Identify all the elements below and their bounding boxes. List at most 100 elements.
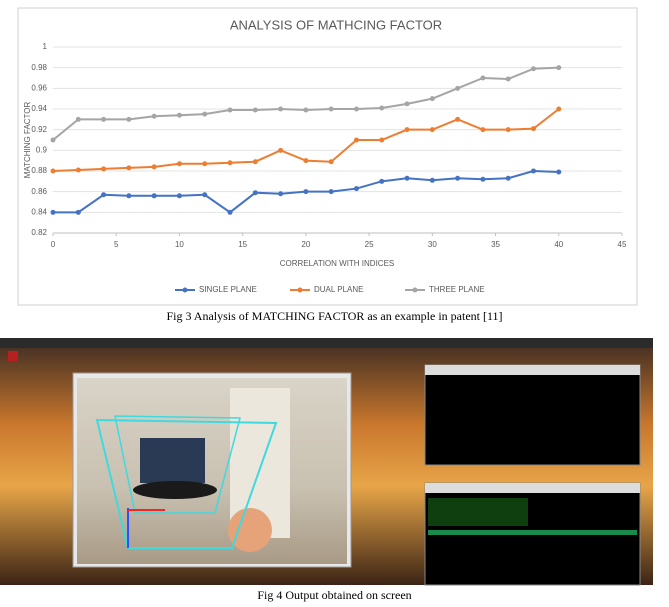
point xyxy=(353,106,359,112)
point xyxy=(252,159,258,165)
figure-caption: Fig 3 Analysis of MATCHING FACTOR as an … xyxy=(166,309,503,323)
bounding-box xyxy=(95,418,278,549)
y-tick-label: 1 xyxy=(43,42,48,51)
point xyxy=(455,116,461,122)
chart-title: ANALYSIS OF MATHCING FACTOR xyxy=(230,17,442,32)
point xyxy=(455,175,461,181)
point xyxy=(556,169,562,175)
point xyxy=(151,113,157,119)
y-tick-label: 0.98 xyxy=(31,63,47,72)
x-tick-label: 45 xyxy=(618,240,627,249)
y-tick-label: 0.94 xyxy=(31,104,47,113)
point xyxy=(505,127,511,133)
point xyxy=(429,177,435,183)
point xyxy=(278,147,284,153)
point xyxy=(126,116,132,122)
toy xyxy=(228,508,272,552)
point xyxy=(556,65,562,71)
point xyxy=(101,116,107,122)
point xyxy=(202,161,208,167)
point xyxy=(379,178,385,184)
point xyxy=(303,107,309,113)
y-tick-label: 0.88 xyxy=(31,166,47,175)
point xyxy=(429,96,435,102)
point xyxy=(353,186,359,192)
legend-label: THREE PLANE xyxy=(429,285,485,294)
point xyxy=(227,160,233,166)
point xyxy=(202,111,208,117)
point xyxy=(530,126,536,132)
point xyxy=(328,106,334,112)
chart: ANALYSIS OF MATHCING FACTOR CORRELATION … xyxy=(17,7,638,306)
htop-header xyxy=(428,530,637,535)
point xyxy=(101,192,107,198)
point xyxy=(227,209,233,215)
htop-bars xyxy=(428,498,528,526)
legend-marker xyxy=(182,287,188,293)
y-axis-label: MATCHING FACTOR xyxy=(23,101,32,178)
point xyxy=(353,137,359,143)
point xyxy=(404,127,410,133)
point xyxy=(379,105,385,111)
x-tick-label: 30 xyxy=(428,240,437,249)
point xyxy=(50,168,56,174)
y-tick-label: 0.96 xyxy=(31,83,47,92)
legend-marker xyxy=(412,287,418,293)
point xyxy=(202,192,208,198)
chair-seat xyxy=(133,481,217,499)
terminal-titlebar xyxy=(425,483,640,493)
point xyxy=(556,106,562,112)
point xyxy=(404,175,410,181)
point xyxy=(151,193,157,199)
y-tick-label: 0.86 xyxy=(31,187,47,196)
point xyxy=(530,168,536,174)
terminal-window xyxy=(424,364,641,466)
point xyxy=(328,189,334,195)
point xyxy=(505,175,511,181)
chair-back xyxy=(140,438,205,483)
x-tick-label: 5 xyxy=(114,240,119,249)
point xyxy=(303,189,309,195)
point xyxy=(480,176,486,182)
point xyxy=(278,106,284,112)
x-tick-label: 15 xyxy=(238,240,247,249)
chart-frame xyxy=(17,7,638,306)
point xyxy=(75,116,81,122)
point xyxy=(480,75,486,81)
x-tick-label: 25 xyxy=(365,240,374,249)
point xyxy=(126,193,132,199)
legend-label: DUAL PLANE xyxy=(314,285,364,294)
point xyxy=(379,137,385,143)
y-tick-label: 0.82 xyxy=(31,228,47,237)
bounding-box-back xyxy=(114,415,241,514)
point xyxy=(252,107,258,113)
point xyxy=(303,158,309,164)
x-tick-label: 10 xyxy=(175,240,184,249)
y-tick-label: 0.84 xyxy=(31,207,47,216)
point xyxy=(278,191,284,197)
screenshot xyxy=(0,338,653,586)
point xyxy=(328,159,334,165)
point xyxy=(50,137,56,143)
point xyxy=(126,165,132,171)
point xyxy=(176,161,182,167)
figure-caption: Fig 4 Output obtained on screen xyxy=(257,588,412,602)
taskbar xyxy=(0,338,653,348)
point xyxy=(480,127,486,133)
x-tick-label: 35 xyxy=(491,240,500,249)
y-tick-label: 0.9 xyxy=(36,145,48,154)
point xyxy=(252,190,258,196)
point xyxy=(227,107,233,113)
legend-marker xyxy=(297,287,303,293)
point xyxy=(530,66,536,72)
point xyxy=(176,193,182,199)
legend-label: SINGLE PLANE xyxy=(199,285,257,294)
x-tick-label: 0 xyxy=(51,240,56,249)
point xyxy=(455,85,461,91)
point xyxy=(75,209,81,215)
x-tick-label: 40 xyxy=(554,240,563,249)
point xyxy=(101,166,107,172)
x-axis-label: CORRELATION WITH INDICES xyxy=(280,259,395,268)
camera-view xyxy=(77,378,347,564)
